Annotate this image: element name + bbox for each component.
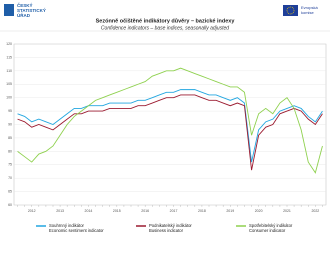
x-tick-label: 2018 [198,209,206,213]
legend-label: Podnikatelský indikátor [149,223,192,228]
y-tick-label: 120 [6,42,12,46]
y-tick-label: 70 [8,176,12,180]
x-tick-label: 2012 [28,209,36,213]
x-tick-label: 2020 [255,209,263,213]
eu-stars [286,6,295,15]
y-tick-label: 100 [6,96,12,100]
x-tick-label: 2016 [141,209,149,213]
y-tick-label: 85 [8,136,12,140]
legend-label: Souhrnný indikátor [49,223,85,228]
y-tick-label: 75 [8,163,12,167]
x-tick-label: 2017 [170,209,178,213]
x-tick-label: 2021 [283,209,291,213]
y-tick-label: 115 [6,55,12,59]
y-tick-label: 65 [8,190,12,194]
series-line [17,94,323,171]
y-tick-label: 110 [6,69,12,73]
eu-text: komise [301,10,314,15]
y-tick-label: 60 [8,203,12,207]
legend-label: Consumer indicator [249,228,286,233]
chart-subtitle: Confidence indicators – base indices, se… [101,25,229,31]
y-tick-label: 90 [8,122,12,126]
eu-flag [283,5,298,16]
series-line [17,67,323,174]
x-tick-label: 2022 [311,209,319,213]
eu-text: Evropská [301,5,318,10]
legend-label: Spotřebitelský indikátor [249,223,293,228]
logo-mark [4,4,14,16]
logo-text: ÚŘAD [17,11,31,18]
x-tick-label: 2015 [113,209,121,213]
x-tick-label: 2014 [85,209,93,213]
y-tick-label: 105 [6,82,12,86]
logo-text: STATISTICKÝ [17,7,46,13]
chart-title: Sezónně očištěné indikátory důvěry – baz… [96,17,236,24]
x-tick-label: 2013 [56,209,64,213]
y-tick-label: 80 [8,149,12,153]
legend-label: Business indicator [149,228,184,233]
logo-text: ČESKÝ [17,2,33,8]
y-tick-label: 95 [8,109,12,113]
legend-label: Economic sentiment indicator [49,228,104,233]
series-line [17,89,323,163]
x-tick-label: 2019 [226,209,234,213]
